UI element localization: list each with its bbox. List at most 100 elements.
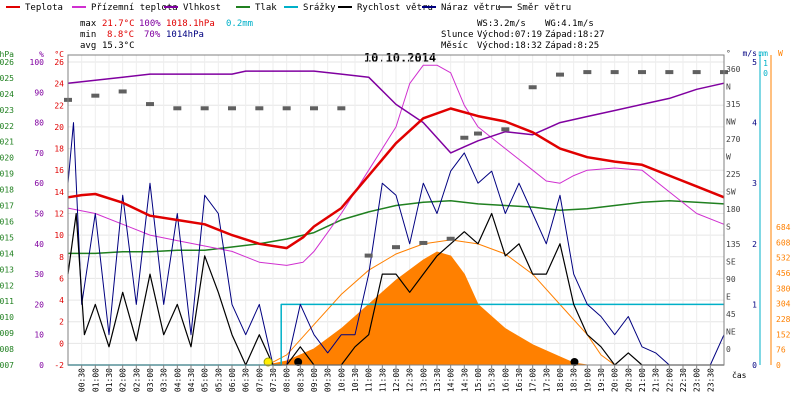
tick-label-x: 17:30: [542, 368, 551, 392]
tick-label-hpa: 1014: [0, 249, 14, 258]
tick-label-wm2: 456: [776, 269, 791, 278]
point-smer-vetru: [173, 106, 182, 111]
tick-label-x: 22:00: [665, 368, 674, 392]
tick-label-dir: 225: [726, 170, 741, 179]
stat-max-label: max: [80, 19, 97, 29]
tick-label-dir: NE: [726, 328, 736, 337]
tick-label-temp: 24: [54, 80, 64, 89]
tick-label-wm2: 380: [776, 284, 791, 293]
point-smer-vetru: [638, 70, 646, 75]
point-smer-vetru: [118, 89, 127, 94]
tick-label-temp: 4: [59, 296, 64, 305]
tick-label-x: 18:30: [570, 368, 579, 392]
tick-label-x: 04:30: [187, 368, 196, 392]
tick-label-hpa: 1011: [0, 297, 14, 306]
tick-label-x: 09:30: [324, 368, 333, 392]
tick-label-wm2: 0: [776, 361, 781, 370]
tick-label-dir: 270: [726, 135, 741, 144]
tick-label-x: 07:30: [269, 368, 278, 392]
stat-avg-temp: 15.3°C: [102, 41, 135, 51]
info-moonset: Západ:8:25: [545, 41, 599, 51]
tick-label-pct: 40: [34, 240, 44, 249]
tick-label-pct: 70: [34, 149, 44, 158]
tick-label-wm2: 608: [776, 238, 791, 247]
point-smer-vetru: [228, 106, 236, 111]
tick-label-x: 11:30: [378, 368, 387, 392]
tick-label-wm2: 228: [776, 315, 791, 324]
tick-label-hpa: 1013: [0, 265, 14, 274]
tick-label-dir: 0: [726, 345, 731, 354]
point-smer-vetru: [528, 85, 537, 90]
plot-grid: [68, 55, 724, 366]
tick-label-hpa: 1012: [0, 281, 14, 290]
tick-label-x: 16:30: [515, 368, 524, 392]
tick-label-temp: 22: [54, 101, 64, 110]
point-smer-vetru: [392, 245, 400, 250]
tick-label-pct: 20: [34, 300, 44, 309]
legend-label-smer-vetru: Směr větru: [517, 3, 571, 13]
tick-label-x: 20:30: [624, 368, 633, 392]
plot-frame: [67, 54, 725, 366]
tick-label-wm2: 76: [776, 346, 786, 355]
tick-label-ms: 5: [752, 58, 757, 67]
tick-label-hpa: 1017: [0, 202, 14, 211]
tick-label-dir: SE: [726, 258, 736, 267]
stats-panel: max 21.7°C 100% 1018.1hPa 0.2mm min 8.8°…: [80, 19, 605, 51]
point-smer-vetru: [556, 72, 564, 77]
tick-label-pct: 0: [39, 361, 44, 370]
tick-label-wm2: 304: [776, 300, 791, 309]
info-sunset: Západ:18:27: [545, 30, 605, 40]
tick-label-x: 12:30: [406, 368, 415, 392]
info-sunrise: Východ:07:19: [477, 30, 542, 40]
moonrise-marker-icon: [570, 358, 579, 366]
tick-label-x: 02:30: [132, 368, 141, 392]
tick-label-x: 07:00: [255, 368, 264, 392]
axis-unit-pct: %: [39, 50, 44, 59]
series-slunecni-zareni: [267, 251, 588, 366]
tick-label-dir: N: [726, 83, 731, 92]
tick-label-x: 11:00: [365, 368, 374, 392]
tick-label-x: 21:30: [652, 368, 661, 392]
series-teplota: [67, 107, 725, 250]
tick-label-x: 14:30: [460, 368, 469, 392]
axis-unit-x: čas: [732, 370, 747, 380]
stat-min-label: min: [80, 30, 96, 40]
tick-label-dir: 315: [726, 100, 741, 109]
tick-label-dir: SW: [726, 188, 736, 197]
tick-label-pct: 50: [34, 210, 44, 219]
point-smer-vetru: [446, 236, 455, 241]
tick-label-x: 10:30: [351, 368, 360, 392]
stat-max-humidity: 100%: [139, 19, 161, 29]
tick-label-pct: 90: [34, 88, 44, 97]
tick-label-x: 15:00: [474, 368, 483, 392]
tick-label-ms: 1: [752, 300, 757, 309]
info-sun-label: Slunce: [441, 30, 474, 40]
chart-title: 10.10.2014: [364, 51, 436, 65]
tick-label-pct: 30: [34, 270, 44, 279]
point-smer-vetru: [364, 253, 373, 258]
info-moonrise: Východ:18:32: [477, 41, 542, 51]
plot-marks: [64, 64, 728, 367]
legend-label-prizemni-teplota: Přízemní teplota: [91, 3, 178, 13]
tick-label-hpa: 1023: [0, 106, 14, 115]
legend-label-naraz-vetru: Náraz větru: [441, 3, 501, 13]
tick-label-x: 03:00: [146, 368, 155, 392]
tick-label-x: 01:30: [105, 368, 114, 392]
tick-label-temp: 0: [59, 339, 64, 348]
tick-label-temp: 6: [59, 274, 64, 283]
tick-label-wm2: 152: [776, 330, 791, 339]
moonset-marker-icon: [294, 358, 303, 366]
tick-label-temp: 18: [54, 145, 64, 154]
series-naraz-vetru: [67, 122, 725, 366]
tick-label-hpa: 1022: [0, 122, 14, 131]
tick-label-ms: 2: [752, 240, 757, 249]
axis-unit-wm2: W: [778, 49, 783, 58]
axis-unit-dir: °: [726, 49, 731, 58]
series-tlak: [68, 199, 725, 255]
point-smer-vetru: [501, 127, 510, 132]
tick-label-hpa: 1007: [0, 361, 14, 370]
tick-label-pct: 10: [34, 331, 44, 340]
